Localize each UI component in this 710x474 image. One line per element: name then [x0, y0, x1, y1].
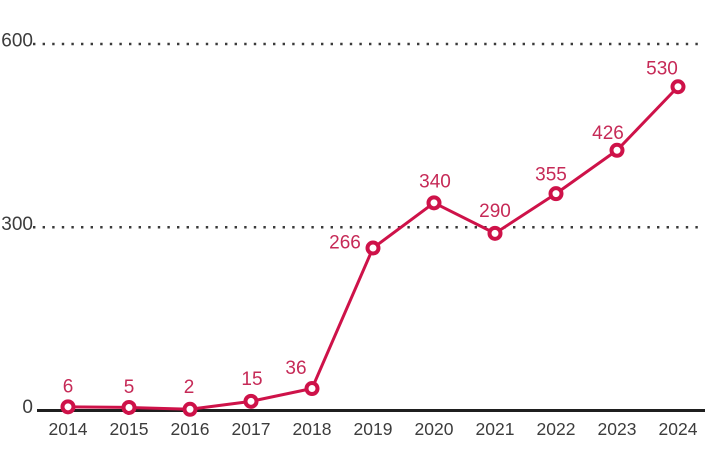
- x-tick-label: 2014: [49, 419, 88, 439]
- data-point-marker: [426, 195, 442, 211]
- x-tick-label: 2015: [110, 419, 149, 439]
- y-tick-label: 300: [1, 214, 33, 235]
- data-point-marker: [121, 399, 137, 415]
- x-tick-label: 2019: [354, 419, 393, 439]
- data-point-label: 6: [63, 376, 74, 397]
- data-point-marker: [670, 79, 686, 95]
- data-point-marker: [60, 399, 76, 415]
- x-tick-label: 2017: [232, 419, 271, 439]
- y-tick-label: 600: [1, 31, 33, 52]
- y-tick-label: 0: [22, 397, 33, 418]
- x-tick-label: 2021: [476, 419, 515, 439]
- data-point-label: 355: [535, 164, 567, 185]
- data-point-label: 2: [184, 377, 195, 398]
- data-point-marker: [304, 381, 320, 397]
- data-point-label: 340: [419, 171, 451, 192]
- data-point-label: 36: [285, 358, 306, 379]
- data-point-label: 426: [592, 123, 624, 144]
- x-tick-label: 2020: [415, 419, 454, 439]
- x-tick-label: 2022: [537, 419, 576, 439]
- x-tick-label: 2016: [171, 419, 210, 439]
- data-point-label: 290: [479, 201, 511, 222]
- data-point-marker: [243, 393, 259, 409]
- data-point-marker: [548, 186, 564, 202]
- x-tick-label: 2018: [293, 419, 332, 439]
- x-tick-label: 2023: [598, 419, 637, 439]
- x-tick-label: 2024: [659, 419, 698, 439]
- data-point-label: 530: [646, 58, 678, 79]
- data-point-label: 266: [329, 233, 361, 254]
- data-point-label: 5: [124, 377, 135, 398]
- data-point-marker: [487, 225, 503, 241]
- data-point-marker: [365, 240, 381, 256]
- data-point-label: 15: [241, 369, 262, 390]
- data-point-marker: [609, 142, 625, 158]
- data-point-marker: [182, 401, 198, 417]
